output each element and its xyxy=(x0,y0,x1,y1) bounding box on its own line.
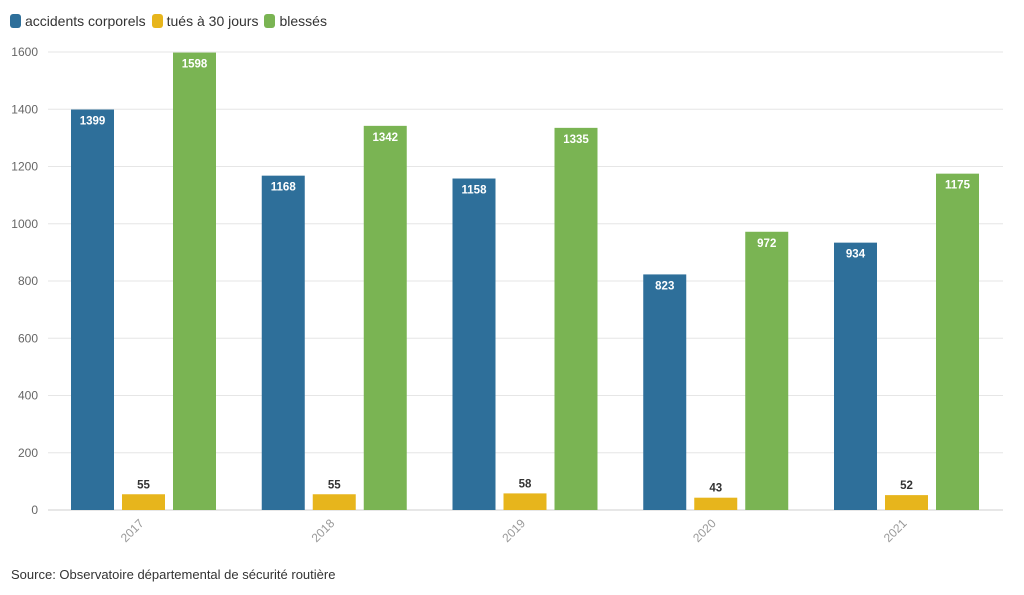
legend-item[interactable]: tués à 30 jours xyxy=(151,13,259,29)
x-tick-label: 2017 xyxy=(118,516,147,545)
x-tick-label: 2021 xyxy=(881,516,910,545)
y-tick-label: 1200 xyxy=(11,160,38,174)
bar xyxy=(554,127,598,510)
legend-swatch xyxy=(151,14,163,28)
bar xyxy=(71,109,114,510)
x-tick-label: 2020 xyxy=(690,516,719,545)
data-label: 1342 xyxy=(372,132,398,144)
bar xyxy=(261,175,305,510)
data-label: 58 xyxy=(519,478,532,490)
bar xyxy=(694,497,738,510)
data-label: 1168 xyxy=(271,182,297,194)
legend-label: accidents corporels xyxy=(25,13,146,29)
data-label: 1158 xyxy=(462,185,488,197)
data-label: 1598 xyxy=(182,59,208,71)
data-label: 1399 xyxy=(80,116,106,128)
x-tick-label: 2018 xyxy=(309,516,338,545)
legend-swatch xyxy=(10,14,21,28)
y-tick-label: 200 xyxy=(18,446,38,460)
bar xyxy=(363,125,407,510)
data-label: 934 xyxy=(846,249,866,261)
y-tick-label: 1400 xyxy=(11,102,38,116)
data-label: 972 xyxy=(757,238,776,250)
bar xyxy=(834,242,877,510)
bar xyxy=(885,495,928,510)
bar xyxy=(173,52,216,510)
legend-item[interactable]: accidents corporels xyxy=(10,13,146,29)
bar xyxy=(936,173,979,510)
y-tick-label: 0 xyxy=(31,503,38,517)
data-label: 43 xyxy=(709,483,722,495)
legend-label: tués à 30 jours xyxy=(166,13,259,29)
data-label: 55 xyxy=(137,479,150,491)
bar-chart: 0 200 400 600 800 1000 1200 1400 1600 1399 55 1598 2… xyxy=(11,45,1003,545)
data-label: 52 xyxy=(900,480,913,492)
bar xyxy=(745,231,789,510)
bar xyxy=(312,494,356,510)
data-label: 823 xyxy=(655,280,674,292)
data-label: 1335 xyxy=(563,134,589,146)
legend-item[interactable]: blessés xyxy=(264,13,327,29)
bar xyxy=(503,493,547,510)
bar xyxy=(122,494,165,510)
y-tick-label: 400 xyxy=(18,389,38,403)
bar xyxy=(643,274,687,510)
y-tick-label: 800 xyxy=(18,274,38,288)
chart-source: Source: Observatoire départemental de sé… xyxy=(11,567,336,582)
y-tick-label: 1000 xyxy=(11,217,38,231)
data-label: 1175 xyxy=(945,180,971,192)
data-label: 55 xyxy=(328,479,341,491)
x-tick-label: 2019 xyxy=(499,516,528,545)
y-tick-label: 1600 xyxy=(11,45,38,59)
legend-swatch xyxy=(264,14,276,28)
legend-label: blessés xyxy=(279,13,327,29)
y-tick-label: 600 xyxy=(18,331,38,345)
chart-legend: accidents corporels tués à 30 jours blessé… xyxy=(10,10,329,32)
bar xyxy=(452,178,496,510)
